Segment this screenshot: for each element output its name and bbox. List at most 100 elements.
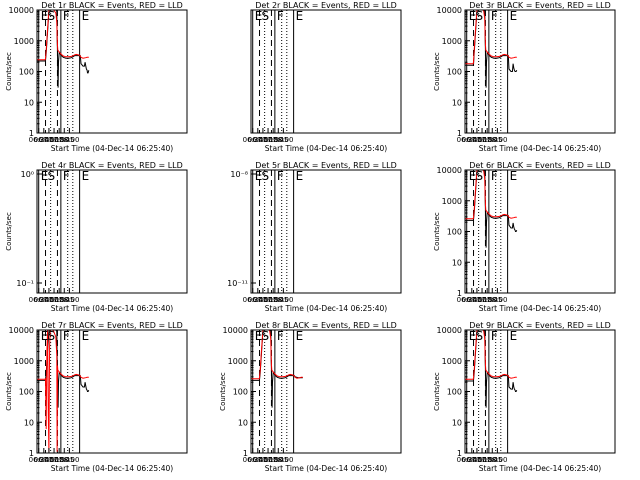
x-tick-label: 06:45 [34, 296, 54, 304]
series-lld-line [37, 10, 89, 61]
y-tick-label: 1000 [228, 357, 248, 366]
x-tick-label: 07:00 [253, 136, 273, 144]
y-tick-label: 10 [452, 258, 462, 267]
plot-frame [464, 9, 616, 134]
x-tick-label: 07:15 [472, 136, 492, 144]
x-axis-label: Start Time (04-Dec-14 06:25:40) [265, 144, 387, 153]
y-tick-label: 10000 [9, 6, 34, 15]
plot-area [37, 10, 90, 133]
x-axis-label: Start Time (04-Dec-14 06:25:40) [479, 304, 601, 313]
event-marker-label: S [48, 9, 56, 23]
x-tick-label: 07:15 [472, 296, 492, 304]
event-marker-label: E [469, 9, 477, 23]
x-tick-label: 07:15 [258, 136, 278, 144]
x-tick-label: 06:30 [29, 296, 49, 304]
x-tick-label: 07:45 [54, 456, 74, 464]
x-tick-label: 08:00 [59, 136, 79, 144]
event-marker-label: E [82, 169, 90, 183]
x-tick-label: 07:00 [467, 296, 487, 304]
x-tick-label: 07:30 [263, 296, 283, 304]
plot-area [38, 170, 81, 293]
x-tick-label: 07:15 [44, 296, 64, 304]
x-tick-label: 07:30 [49, 296, 69, 304]
plot-frame [36, 169, 188, 294]
event-marker-label: E [255, 9, 263, 23]
y-tick-label: 1 [29, 129, 34, 138]
x-tick-label: 07:00 [253, 296, 273, 304]
y-axis-label: Counts/sec [433, 212, 441, 251]
event-marker-label: F [277, 9, 284, 23]
event-marker-label: E [296, 9, 304, 23]
x-tick-label: 06:30 [243, 296, 263, 304]
y-axis-label: Counts/sec [433, 372, 441, 411]
plot-frame [250, 9, 402, 134]
x-tick-label: 06:45 [34, 456, 54, 464]
event-marker-label: E [469, 169, 477, 183]
y-tick-label: 10 [238, 418, 248, 427]
series-events-line [37, 330, 90, 408]
y-tick-label: 100 [447, 228, 462, 237]
y-tick-label: 1 [457, 289, 462, 298]
y-tick-label: 1000 [14, 357, 34, 366]
x-tick-label: 06:30 [457, 296, 477, 304]
y-tick-label: 10⁻⁸ [230, 170, 248, 179]
y-axis-label: Counts/sec [5, 212, 13, 251]
plot-area [252, 170, 295, 293]
x-tick-label: 07:00 [39, 136, 59, 144]
y-tick-label: 1000 [442, 357, 462, 366]
x-tick-label: 07:45 [482, 456, 502, 464]
y-axis-label: Counts/sec [433, 52, 441, 91]
event-marker-label: F [277, 329, 284, 343]
series-lld-line [465, 170, 517, 220]
x-tick-label: 06:45 [462, 136, 482, 144]
event-marker-label: E [469, 329, 477, 343]
plot-frame [36, 329, 188, 454]
plot-area [465, 10, 518, 133]
y-tick-label: 1000 [442, 37, 462, 46]
series-events-line [465, 10, 518, 88]
event-marker-label: S [262, 329, 270, 343]
y-tick-label: 1 [29, 449, 34, 458]
x-tick-label: 07:30 [263, 456, 283, 464]
x-tick-label: 06:30 [457, 456, 477, 464]
plot-area [465, 170, 518, 293]
y-axis-label: Counts/sec [5, 52, 13, 91]
y-tick-label: 10000 [9, 326, 34, 335]
x-tick-label: 08:00 [273, 136, 293, 144]
series-events-line [465, 330, 518, 408]
y-tick-label: 10⁻¹¹ [227, 279, 248, 288]
x-tick-label: 07:30 [477, 296, 497, 304]
event-marker-label: F [63, 169, 70, 183]
x-axis-label: Start Time (04-Dec-14 06:25:40) [51, 144, 173, 153]
x-tick-label: 07:45 [268, 136, 288, 144]
event-marker-label: F [63, 9, 70, 23]
x-tick-label: 07:30 [263, 136, 283, 144]
y-axis-label: Counts/sec [5, 372, 13, 411]
y-tick-label: 10 [24, 418, 34, 427]
x-tick-label: 07:00 [467, 136, 487, 144]
event-marker-label: E [296, 329, 304, 343]
y-tick-label: 1 [457, 129, 462, 138]
x-tick-label: 07:30 [477, 456, 497, 464]
x-tick-label: 06:45 [248, 456, 268, 464]
plot-frame [250, 169, 402, 294]
series-lld-line [251, 330, 303, 380]
x-tick-label: 07:45 [268, 456, 288, 464]
y-tick-label: 10000 [437, 326, 462, 335]
event-marker-label: F [491, 9, 498, 23]
x-tick-label: 06:45 [462, 296, 482, 304]
panel-title: Det 1r BLACK = Events, RED = LLD [41, 1, 183, 10]
event-marker-label: E [41, 169, 49, 183]
y-tick-label: 100 [19, 68, 34, 77]
x-tick-label: 08:00 [487, 136, 507, 144]
x-tick-label: 06:30 [29, 456, 49, 464]
series-lld-line [37, 330, 89, 452]
